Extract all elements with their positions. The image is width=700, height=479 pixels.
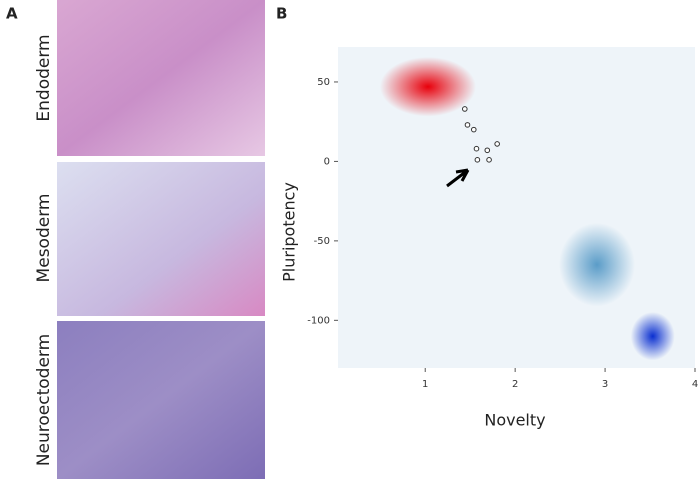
point: [474, 157, 481, 163]
y-tick-label: 50: [317, 77, 330, 88]
point: [473, 145, 480, 152]
point: [484, 147, 491, 154]
image-label: Neuroectoderm: [34, 334, 54, 466]
micrograph: [57, 0, 265, 156]
y-axis-label: Pluripotency: [280, 182, 299, 282]
point: [464, 122, 471, 128]
point: [486, 157, 492, 163]
panel-label: A: [6, 5, 18, 23]
arrow: [446, 168, 470, 188]
point: [494, 141, 500, 147]
x-axis-label: Novelty: [484, 411, 545, 430]
point: [461, 106, 468, 112]
x-tick-label: 3: [602, 379, 608, 390]
y-tick-label: -50: [314, 236, 330, 247]
y-tick-label: 0: [324, 156, 330, 167]
micrograph: [57, 321, 265, 479]
point: [470, 126, 477, 133]
panel-label: B: [276, 5, 287, 23]
micrograph: [57, 162, 265, 316]
y-tick-label: -100: [307, 315, 330, 326]
density-peak: [630, 312, 675, 361]
image-label: Mesoderm: [34, 194, 54, 283]
x-tick-label: 4: [692, 379, 698, 390]
image-label: Endoderm: [34, 34, 54, 121]
x-tick-label: 2: [512, 379, 518, 390]
x-tick-label: 1: [422, 379, 428, 390]
density-peak: [558, 222, 635, 307]
density-peak: [379, 56, 476, 117]
